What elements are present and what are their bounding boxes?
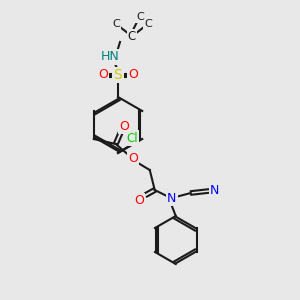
Text: O: O [98,68,108,82]
Text: S: S [114,68,122,82]
Text: C: C [128,31,136,44]
Text: O: O [128,68,138,82]
Text: C: C [136,12,144,22]
Text: C: C [144,19,152,29]
Text: O: O [128,152,138,166]
Text: C: C [112,19,120,29]
Text: O: O [119,119,129,133]
Text: O: O [134,194,144,208]
Text: HN: HN [100,50,119,64]
Text: N: N [167,191,176,205]
Text: Cl: Cl [126,131,138,145]
Text: N: N [210,184,219,196]
